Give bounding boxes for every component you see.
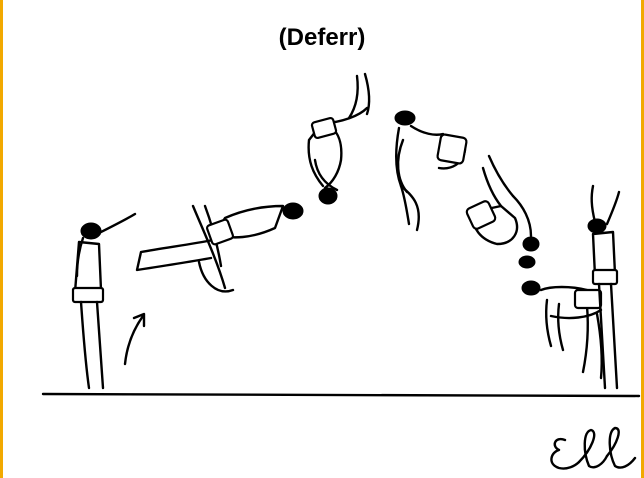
figure-landing-handstand — [518, 255, 603, 380]
figure-standing-start — [71, 212, 137, 390]
artist-signature — [550, 426, 637, 470]
diagram-title: (Deferr) — [278, 24, 366, 51]
figure-tuck-rotating — [465, 154, 540, 252]
gymnastics-sequence-drawing — [41, 72, 641, 470]
figure-tuck-upright — [394, 110, 468, 232]
figure-tuck-inverted — [307, 72, 371, 205]
figure-back-arch — [135, 202, 304, 293]
jump-arrow-icon — [123, 312, 146, 366]
ground-line — [41, 392, 641, 398]
figure-standing-finish — [587, 184, 621, 390]
